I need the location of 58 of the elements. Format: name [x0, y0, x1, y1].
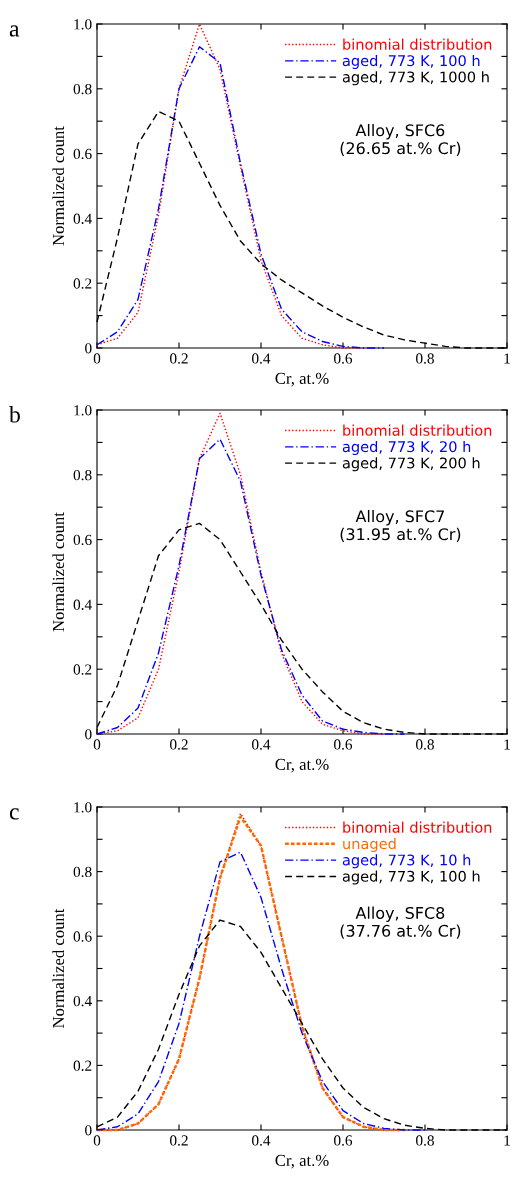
x-tick-label: 0: [93, 353, 101, 364]
annotation: Alloy, SFC6 (26.65 at.% Cr): [340, 123, 461, 157]
legend-label: binomial distribution: [343, 38, 492, 50]
annotation: Alloy, SFC8 (37.76 at.% Cr): [340, 906, 461, 939]
y-tick-label: 0.6: [73, 931, 92, 942]
y-tick-label: 0: [85, 1125, 92, 1136]
y-tick-label: 0.8: [73, 469, 92, 481]
y-tick-label: 1.0: [74, 405, 92, 416]
x-tick-label: 1: [504, 739, 510, 750]
x-tick-label: 0.6: [334, 739, 353, 750]
x-tick-label: 0.8: [416, 1135, 434, 1146]
legend-label: binomial distribution: [343, 424, 492, 436]
legend-label: aged, 773 K, 1000 h: [342, 71, 489, 86]
x-axis-title: Cr, at.%: [275, 1154, 329, 1169]
text: b: [9, 406, 20, 423]
x-tick-label: 0: [93, 739, 101, 750]
x-tick-label: 0.2: [170, 1135, 188, 1146]
legend-label: aged, 773 K, 200 h: [342, 457, 480, 472]
x-tick-label: 0.6: [334, 353, 353, 364]
y-tick-label: 0: [85, 343, 92, 354]
y-tick-label: 0.6: [73, 148, 92, 160]
legend-label: aged, 773 K, 100 h: [342, 54, 480, 69]
y-tick-label: 0.6: [73, 534, 92, 546]
y-tick-label: 0.4: [73, 995, 92, 1007]
annotation: Alloy, SFC7 (31.95 at.% Cr): [340, 509, 461, 543]
y-tick-label: 0.2: [73, 1060, 92, 1071]
legend-label: aged, 773 K, 100 h: [342, 870, 480, 885]
legend-label: aged, 773 K, 10 h: [342, 854, 471, 869]
x-tick-label: 0.8: [416, 739, 434, 750]
x-tick-label: 0.2: [170, 353, 188, 364]
y-axis-title: Normalized count: [52, 512, 65, 632]
x-tick-label: 1: [504, 353, 510, 364]
x-tick-label: 0.4: [252, 353, 271, 364]
y-tick-label: 1.0: [74, 802, 92, 813]
text: a: [9, 25, 20, 37]
x-tick-label: 0.4: [252, 1135, 271, 1146]
x-tick-label: 1: [504, 1135, 510, 1146]
x-tick-label: 0.4: [252, 739, 271, 750]
y-tick-label: 0.8: [73, 83, 92, 95]
x-tick-label: 0.6: [334, 1135, 353, 1146]
x-axis-title: Cr, at.%: [275, 372, 329, 387]
y-tick-label: 0: [85, 729, 92, 740]
y-tick-label: 0.8: [73, 866, 92, 878]
y-tick-label: 0.2: [73, 664, 92, 675]
legend-label: aged, 773 K, 20 h: [342, 440, 471, 455]
y-tick-label: 1.0: [74, 19, 92, 30]
legend-label: unaged: [343, 837, 396, 852]
legend-label: binomial distribution: [343, 821, 492, 833]
x-tick-label: 0: [93, 1135, 101, 1146]
x-axis-title: Cr, at.%: [275, 758, 329, 773]
x-tick-label: 0.8: [416, 353, 434, 364]
y-tick-label: 0.4: [73, 599, 92, 610]
text: c: [9, 808, 19, 820]
y-axis-title: Normalized count: [52, 908, 65, 1028]
x-tick-label: 0.2: [170, 739, 188, 750]
y-axis-title: Normalized count: [52, 126, 65, 246]
y-tick-label: 0.2: [73, 278, 92, 289]
y-tick-label: 0.4: [73, 213, 92, 224]
